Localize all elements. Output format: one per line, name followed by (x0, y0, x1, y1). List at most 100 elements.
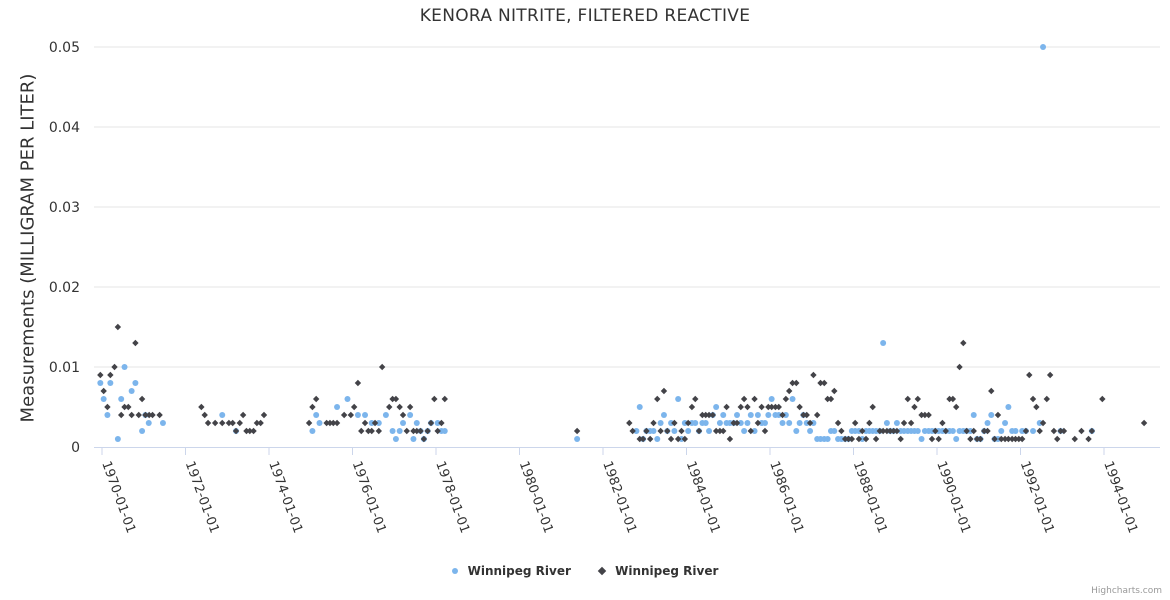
data-point-diamond (1088, 427, 1096, 435)
x-tick-label: 1986-01-01 (766, 459, 806, 535)
data-point-diamond (138, 395, 146, 403)
data-point-diamond (953, 403, 960, 411)
data-point-diamond (789, 379, 796, 387)
data-point-diamond (389, 395, 396, 403)
data-point-circle (660, 412, 667, 418)
y-tick-label: 0.01 (49, 360, 80, 376)
data-point-diamond (911, 403, 918, 411)
data-point-diamond (219, 419, 226, 427)
x-tick-label: 1980-01-01 (516, 459, 556, 535)
data-point-circle (389, 428, 396, 434)
data-point-diamond (779, 411, 786, 419)
data-point-diamond (358, 427, 365, 435)
data-point-circle (1040, 44, 1047, 50)
data-point-diamond (347, 411, 355, 419)
data-point-diamond (914, 395, 921, 403)
data-point-diamond (956, 363, 963, 371)
data-point-diamond (438, 419, 445, 427)
data-point-circle (744, 420, 751, 426)
data-point-diamond (772, 403, 779, 411)
data-point-diamond (650, 419, 657, 427)
data-point-diamond (420, 435, 428, 443)
x-tick-label: 1978-01-01 (432, 459, 472, 535)
data-point-diamond (751, 395, 758, 403)
data-point-diamond (104, 403, 111, 411)
data-point-circle (988, 412, 995, 418)
data-point-diamond (236, 419, 243, 427)
data-point-circle (786, 420, 793, 426)
data-point-diamond (723, 403, 730, 411)
legend-item-series-1[interactable]: Winnipeg River (451, 564, 571, 578)
x-tick-label: 1972-01-01 (182, 459, 222, 535)
data-point-diamond (831, 387, 838, 395)
legend-label-series-1: Winnipeg River (467, 564, 571, 578)
data-point-circle (681, 420, 688, 426)
data-point-circle (368, 420, 375, 426)
data-point-diamond (688, 403, 696, 411)
data-point-diamond (399, 411, 407, 419)
data-point-circle (970, 412, 977, 418)
data-point-diamond (330, 419, 337, 427)
legend-item-series-2[interactable]: Winnipeg River (597, 564, 718, 578)
data-point-circle (880, 340, 887, 346)
y-tick-label: 0.02 (49, 280, 80, 296)
data-point-diamond (810, 371, 817, 379)
data-point-diamond (851, 419, 859, 427)
data-point-diamond (862, 435, 870, 443)
y-gridlines (94, 46, 1160, 368)
data-point-circle (633, 428, 640, 434)
x-tick-label: 1984-01-01 (683, 459, 723, 535)
data-point-circle (354, 412, 361, 418)
series-winnipeg-river-circles (97, 44, 1095, 442)
x-tick-label: 1988-01-01 (850, 459, 890, 535)
data-point-diamond (834, 419, 842, 427)
data-point-diamond (111, 363, 118, 371)
data-point-circle (1012, 428, 1019, 434)
data-point-circle (413, 420, 420, 426)
data-point-circle (793, 428, 800, 434)
y-tick-label: 0.04 (49, 120, 80, 136)
data-point-circle (396, 428, 403, 434)
x-tick-label: 1990-01-01 (933, 459, 973, 535)
data-point-diamond (803, 411, 810, 419)
data-point-circle (145, 420, 152, 426)
data-point-diamond (125, 403, 132, 411)
data-point-circle (107, 380, 114, 386)
data-point-diamond (135, 411, 142, 419)
data-point-circle (737, 420, 744, 426)
data-point-circle (657, 420, 664, 426)
data-point-circle (118, 396, 125, 402)
data-point-diamond (883, 427, 891, 435)
x-tick-label: 1994-01-01 (1100, 459, 1140, 535)
data-point-circle (918, 436, 925, 442)
data-point-diamond (699, 411, 706, 419)
data-point-diamond (768, 403, 775, 411)
data-point-diamond (132, 339, 139, 347)
data-point-diamond (684, 419, 692, 427)
data-point-diamond (998, 435, 1005, 443)
data-point-circle (104, 412, 111, 418)
credits-link[interactable]: Highcharts.com (1091, 586, 1162, 596)
data-point-diamond (904, 395, 911, 403)
data-point-diamond (654, 395, 661, 403)
data-point-circle (392, 436, 399, 442)
data-point-diamond (730, 419, 737, 427)
data-point-circle (128, 388, 135, 394)
data-point-diamond (664, 427, 671, 435)
data-point-diamond (145, 411, 153, 419)
data-point-diamond (361, 419, 369, 427)
data-point-diamond (813, 411, 821, 419)
data-point-circle (702, 420, 709, 426)
data-point-circle (713, 404, 720, 410)
data-point-diamond (100, 387, 107, 395)
data-point-diamond (114, 323, 122, 331)
data-point-diamond (250, 427, 257, 435)
data-point-diamond (260, 411, 268, 419)
data-point-diamond (253, 419, 261, 427)
data-point-diamond (845, 435, 852, 443)
y-tick-label: 0.03 (49, 200, 80, 216)
data-point-circle (219, 412, 226, 418)
data-point-circle (754, 412, 761, 418)
data-point-diamond (305, 419, 313, 427)
data-point-circle (914, 428, 921, 434)
